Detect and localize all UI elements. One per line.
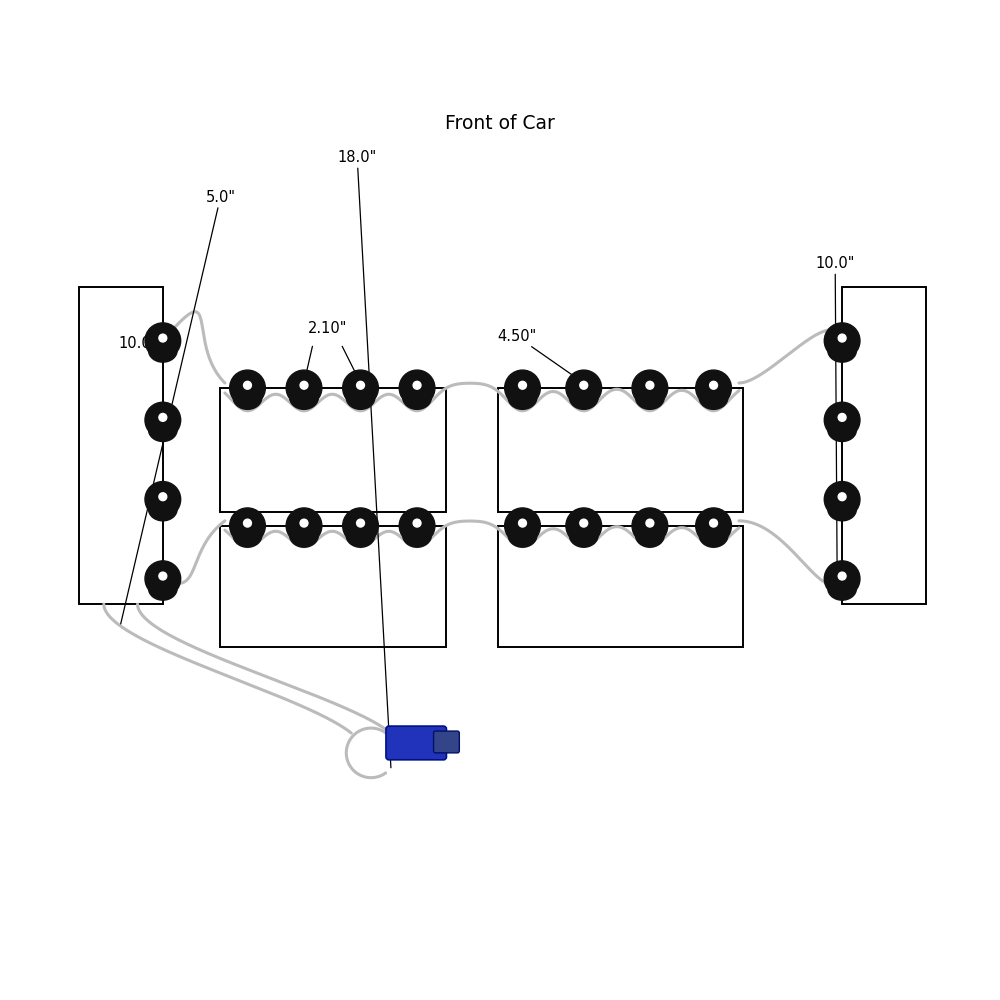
Circle shape bbox=[159, 493, 167, 501]
Circle shape bbox=[696, 370, 731, 406]
Ellipse shape bbox=[149, 498, 177, 521]
Bar bbox=[220, 526, 446, 647]
Circle shape bbox=[230, 508, 265, 544]
Ellipse shape bbox=[828, 577, 856, 600]
Circle shape bbox=[145, 323, 181, 359]
Circle shape bbox=[145, 402, 181, 438]
Ellipse shape bbox=[828, 339, 856, 362]
Circle shape bbox=[824, 402, 860, 438]
Ellipse shape bbox=[508, 386, 537, 409]
Circle shape bbox=[399, 508, 435, 544]
Bar bbox=[842, 287, 926, 604]
Ellipse shape bbox=[290, 386, 318, 409]
Circle shape bbox=[824, 482, 860, 517]
Circle shape bbox=[710, 519, 717, 527]
Circle shape bbox=[824, 561, 860, 597]
Circle shape bbox=[413, 519, 421, 527]
Text: 10.0": 10.0" bbox=[815, 256, 855, 579]
Bar bbox=[220, 388, 446, 512]
Circle shape bbox=[838, 572, 846, 580]
Circle shape bbox=[399, 370, 435, 406]
Text: 10.0": 10.0" bbox=[118, 336, 168, 351]
Circle shape bbox=[696, 508, 731, 544]
Circle shape bbox=[357, 381, 364, 389]
Text: 4.50": 4.50" bbox=[497, 329, 584, 383]
Circle shape bbox=[838, 334, 846, 342]
Circle shape bbox=[519, 519, 526, 527]
Circle shape bbox=[145, 561, 181, 597]
Circle shape bbox=[580, 519, 588, 527]
Circle shape bbox=[566, 508, 602, 544]
Ellipse shape bbox=[828, 498, 856, 521]
Circle shape bbox=[505, 508, 540, 544]
Circle shape bbox=[145, 482, 181, 517]
Ellipse shape bbox=[149, 577, 177, 600]
Ellipse shape bbox=[403, 386, 431, 409]
Circle shape bbox=[580, 381, 588, 389]
Ellipse shape bbox=[636, 386, 664, 409]
Circle shape bbox=[519, 381, 526, 389]
Ellipse shape bbox=[508, 524, 537, 547]
Ellipse shape bbox=[233, 524, 262, 547]
Circle shape bbox=[159, 572, 167, 580]
Circle shape bbox=[632, 370, 668, 406]
Circle shape bbox=[824, 323, 860, 359]
Circle shape bbox=[159, 413, 167, 421]
Circle shape bbox=[357, 519, 364, 527]
FancyBboxPatch shape bbox=[434, 731, 459, 753]
Ellipse shape bbox=[403, 524, 431, 547]
Text: 18.0": 18.0" bbox=[338, 150, 391, 768]
Text: Front of Car: Front of Car bbox=[445, 114, 555, 133]
Circle shape bbox=[286, 370, 322, 406]
Bar bbox=[79, 287, 163, 604]
Circle shape bbox=[505, 370, 540, 406]
Circle shape bbox=[230, 370, 265, 406]
Circle shape bbox=[710, 381, 717, 389]
Ellipse shape bbox=[636, 524, 664, 547]
Circle shape bbox=[244, 519, 251, 527]
Circle shape bbox=[300, 381, 308, 389]
Ellipse shape bbox=[828, 418, 856, 441]
Ellipse shape bbox=[569, 524, 598, 547]
Circle shape bbox=[566, 370, 602, 406]
Bar bbox=[498, 388, 743, 512]
Circle shape bbox=[838, 493, 846, 501]
Bar bbox=[498, 526, 743, 647]
Ellipse shape bbox=[699, 386, 728, 409]
Circle shape bbox=[343, 370, 378, 406]
Circle shape bbox=[343, 508, 378, 544]
Ellipse shape bbox=[346, 524, 375, 547]
Circle shape bbox=[159, 334, 167, 342]
Text: 2.10": 2.10" bbox=[308, 321, 347, 336]
Ellipse shape bbox=[699, 524, 728, 547]
Circle shape bbox=[838, 413, 846, 421]
Ellipse shape bbox=[346, 386, 375, 409]
Circle shape bbox=[286, 508, 322, 544]
Ellipse shape bbox=[149, 418, 177, 441]
Ellipse shape bbox=[233, 386, 262, 409]
Ellipse shape bbox=[569, 386, 598, 409]
Circle shape bbox=[646, 519, 654, 527]
Circle shape bbox=[300, 519, 308, 527]
Circle shape bbox=[413, 381, 421, 389]
Text: 5.0": 5.0" bbox=[121, 190, 235, 624]
Ellipse shape bbox=[149, 339, 177, 362]
Circle shape bbox=[244, 381, 251, 389]
Circle shape bbox=[646, 381, 654, 389]
Ellipse shape bbox=[290, 524, 318, 547]
FancyBboxPatch shape bbox=[386, 726, 446, 760]
Circle shape bbox=[632, 508, 668, 544]
